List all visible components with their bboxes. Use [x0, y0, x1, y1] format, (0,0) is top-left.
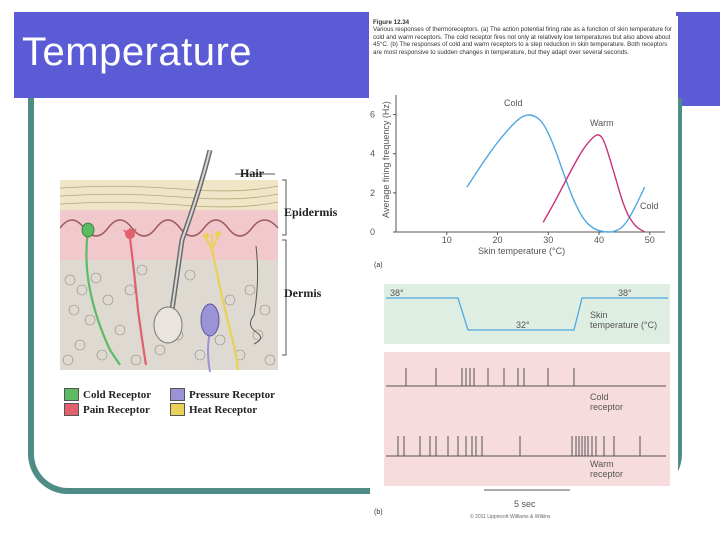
x-tick-label: 10	[442, 235, 452, 245]
skin-temperature-bg	[384, 284, 670, 344]
spike-train-panel: Cold receptor Warm receptor 5 sec (b)	[374, 352, 670, 516]
cold-receptor-swatch	[64, 388, 79, 401]
legend-cold-receptor-label: Cold Receptor	[83, 388, 152, 401]
temp-high-left-label: 38°	[390, 288, 404, 298]
pain-receptor-swatch	[64, 403, 79, 416]
hair-label: Hair	[240, 166, 264, 180]
panel-b-label: (b)	[374, 509, 383, 516]
series-line-cold	[466, 114, 646, 233]
cold-receptor-spikes	[405, 368, 575, 386]
slide-title: Temperature	[22, 30, 253, 74]
legend-pressure-receptor: Pressure Receptor	[170, 388, 275, 401]
legend-pain-receptor: Pain Receptor	[64, 403, 150, 416]
slide-title-bar	[14, 12, 369, 98]
legend-heat-receptor: Heat Receptor	[170, 403, 257, 416]
spike-train-bg	[384, 352, 670, 486]
x-tick-label: 30	[543, 235, 553, 245]
chart-x-ticks: 10 20 30 40 50	[442, 232, 655, 245]
legend-cold-receptor: Cold Receptor	[64, 388, 151, 401]
legend-heat-receptor-label: Heat Receptor	[189, 403, 258, 416]
warm-receptor-spikes	[397, 436, 641, 456]
y-tick-label: 0	[370, 227, 375, 237]
legend-pain-receptor-label: Pain Receptor	[83, 403, 150, 416]
series-line-warm	[542, 134, 646, 233]
skin-diagram: Hair Epidermis Dermis	[59, 149, 350, 435]
skin-temperature-panel: 38° 38° 32° Skin temperature (°C)	[384, 284, 670, 344]
panel-a-label: (a)	[374, 262, 383, 269]
figure-caption-text: Various responses of thermoreceptors. (a…	[373, 26, 672, 56]
skin-temperature-trace	[386, 297, 668, 331]
temp-low-label: 32°	[516, 320, 530, 330]
cold-receptor-label: Cold receptor	[590, 392, 623, 412]
chart-x-label: Skin temperature (°C)	[478, 246, 565, 256]
y-tick-label: 4	[370, 149, 375, 159]
time-scale-label: 5 sec	[514, 499, 536, 509]
epidermis-label: Epidermis	[284, 205, 338, 219]
chart-y-ticks: 0 2 4 6	[370, 110, 396, 237]
skin-temperature-label: Skin temperature (°C)	[590, 310, 657, 330]
y-tick-label: 2	[370, 188, 375, 198]
series-label-warm: Warm	[590, 118, 614, 128]
heat-receptor-swatch	[170, 403, 185, 416]
x-tick-label: 20	[493, 235, 503, 245]
firing-rate-chart: 10 20 30 40 50 0 2 4 6 Cold Warm Cold Skin temp…	[370, 95, 665, 269]
legend-pressure-receptor-label: Pressure Receptor	[189, 388, 276, 401]
slide-frame	[28, 98, 682, 494]
figure-number: Figure 12.34	[373, 19, 410, 26]
skin-cross-section	[59, 149, 287, 373]
y-tick-label: 6	[370, 110, 375, 120]
x-tick-label: 40	[594, 235, 604, 245]
series-label-cold: Cold	[504, 98, 523, 108]
figure-caption: Figure 12.34 Various responses of thermo…	[373, 19, 673, 56]
series-label-cold-tail: Cold	[640, 201, 659, 211]
chart-y-label: Average firing frequency (Hz)	[381, 101, 391, 218]
temp-high-right-label: 38°	[618, 288, 632, 298]
pressure-receptor-swatch	[170, 388, 185, 401]
warm-receptor-label: Warm receptor	[590, 459, 623, 479]
dermis-label: Dermis	[284, 286, 322, 300]
copyright-notice: © 2011 Lippincott Williams & Wilkins	[470, 514, 551, 520]
x-tick-label: 50	[645, 235, 655, 245]
slide-title-bar-right	[676, 12, 720, 106]
